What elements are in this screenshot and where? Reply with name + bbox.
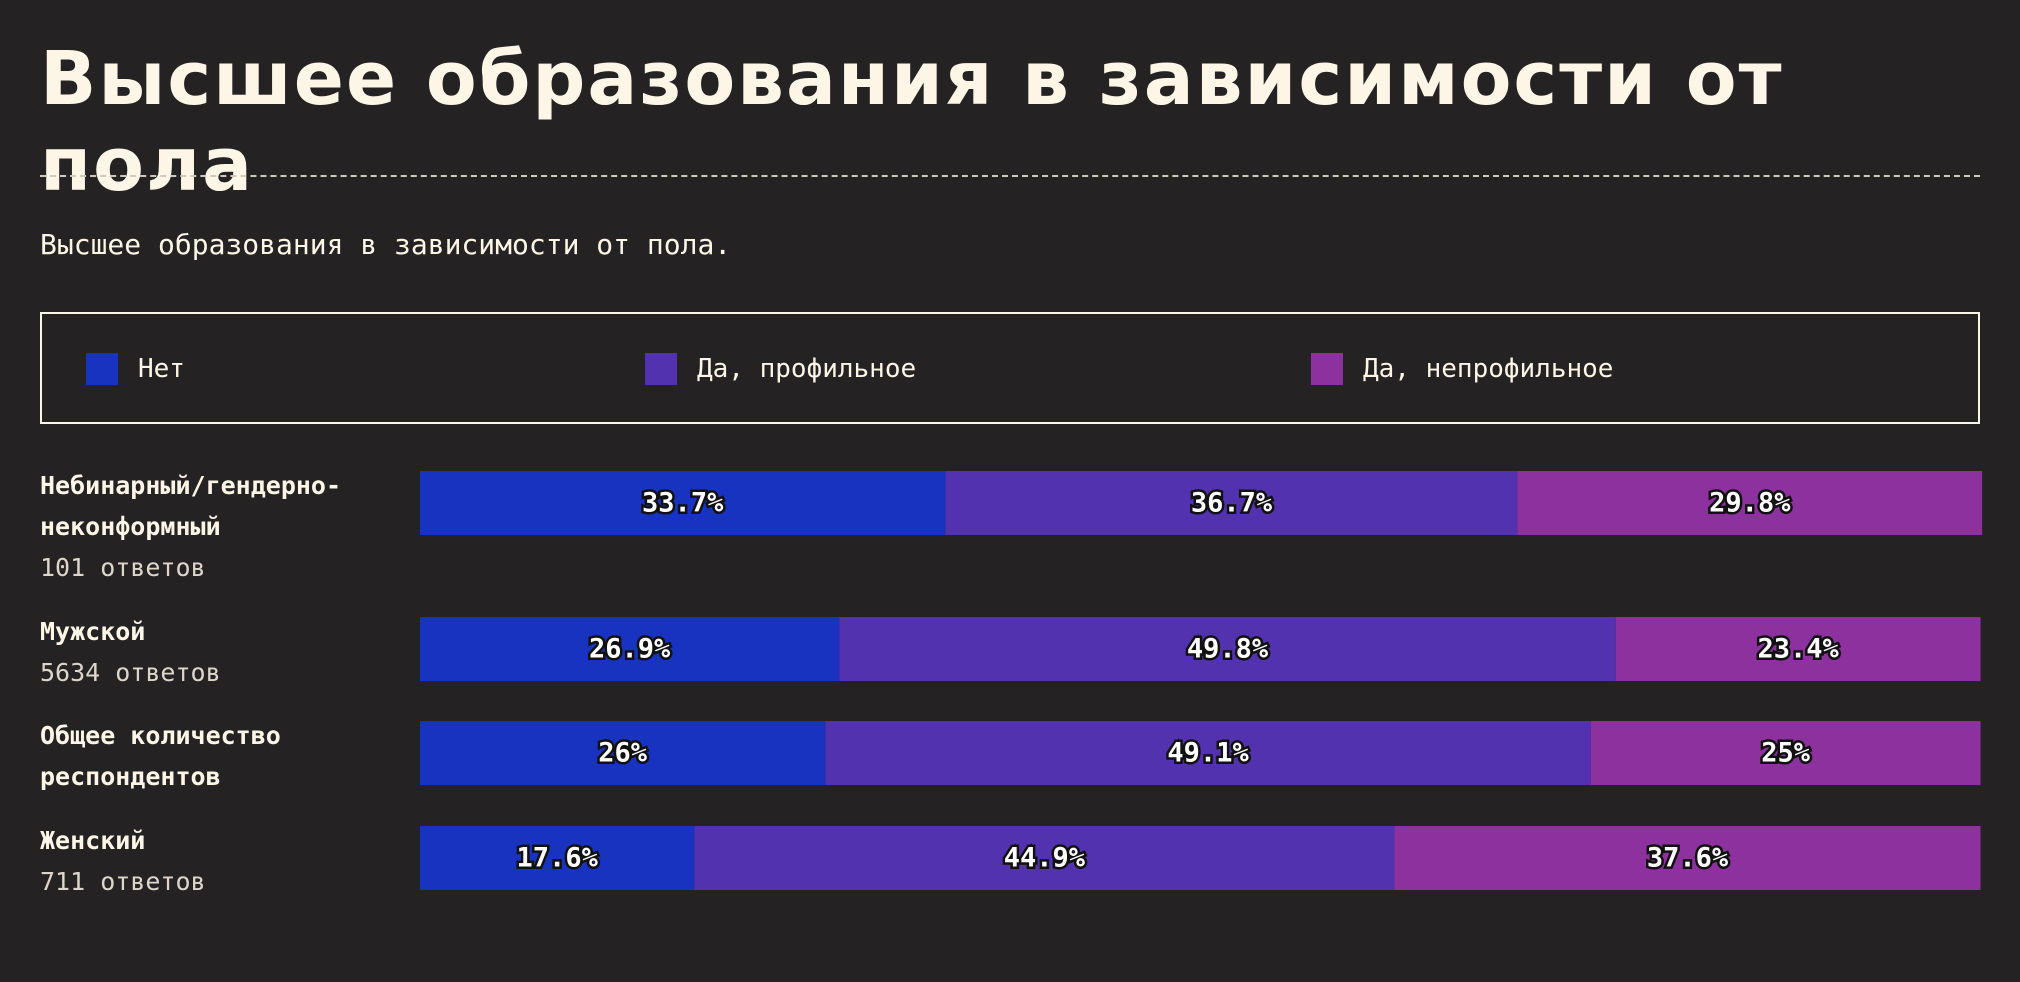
row-label: Общее количество респондентов	[40, 715, 380, 797]
value-label: 17.6%	[517, 843, 599, 874]
bar-segment	[1615, 617, 1981, 681]
value-label: 36.7%	[1191, 488, 1273, 519]
legend-swatch	[645, 353, 677, 385]
bar-segment	[694, 826, 1395, 890]
bar-segment	[420, 471, 946, 535]
value-label: 37.6%	[1647, 843, 1729, 874]
value-label: 49.8%	[1187, 634, 1269, 665]
subtitle: Высшее образования в зависимости от пола…	[40, 228, 732, 261]
category-note: 5634 ответов	[40, 658, 221, 687]
legend: Нет Да, профильное Да, непрофильное	[40, 312, 1980, 424]
title: Высшее образования в зависимости от пола	[40, 36, 1784, 208]
legend-label: Да, непрофильное	[1363, 354, 1614, 384]
bar-segment	[1517, 471, 1983, 535]
legend-swatch	[86, 353, 118, 385]
bar-segment	[1394, 826, 1981, 890]
legend-item: Да, профильное	[645, 353, 916, 385]
bar-segment	[420, 617, 840, 681]
value-label: 29.8%	[1709, 488, 1791, 519]
divider	[40, 175, 1980, 177]
legend-item: Нет	[86, 353, 185, 385]
legend-label: Да, профильное	[697, 354, 917, 384]
bar-segment	[1590, 721, 1981, 785]
bar-segment	[825, 721, 1591, 785]
bar-segment	[945, 471, 1518, 535]
value-label: 49.1%	[1167, 738, 1249, 769]
legend-item: Да, непрофильное	[1311, 353, 1613, 385]
category-label: Общее количество респондентов	[40, 721, 281, 791]
value-label: 26%	[598, 738, 648, 769]
legend-label: Нет	[138, 354, 185, 384]
value-label: 23.4%	[1758, 634, 1840, 665]
row-label: Небинарный/гендерно-неконформный 101 отве…	[40, 465, 380, 588]
value-label: 33.7%	[642, 488, 724, 519]
value-label: 44.9%	[1004, 843, 1086, 874]
value-label: 26.9%	[589, 634, 671, 665]
category-note: 101 ответов	[40, 553, 206, 582]
category-label: Женский	[40, 826, 146, 855]
value-label: 25%	[1761, 738, 1811, 769]
row-label: Женский 711 ответов	[40, 820, 380, 902]
category-label: Небинарный/гендерно-неконформный	[40, 471, 342, 541]
bar-segment	[420, 826, 695, 890]
legend-swatch	[1311, 353, 1343, 385]
bar-segment	[420, 721, 826, 785]
category-note: 711 ответов	[40, 867, 206, 896]
row-label: Мужской 5634 ответов	[40, 611, 380, 693]
category-label: Мужской	[40, 617, 146, 646]
bar-segment	[839, 617, 1616, 681]
